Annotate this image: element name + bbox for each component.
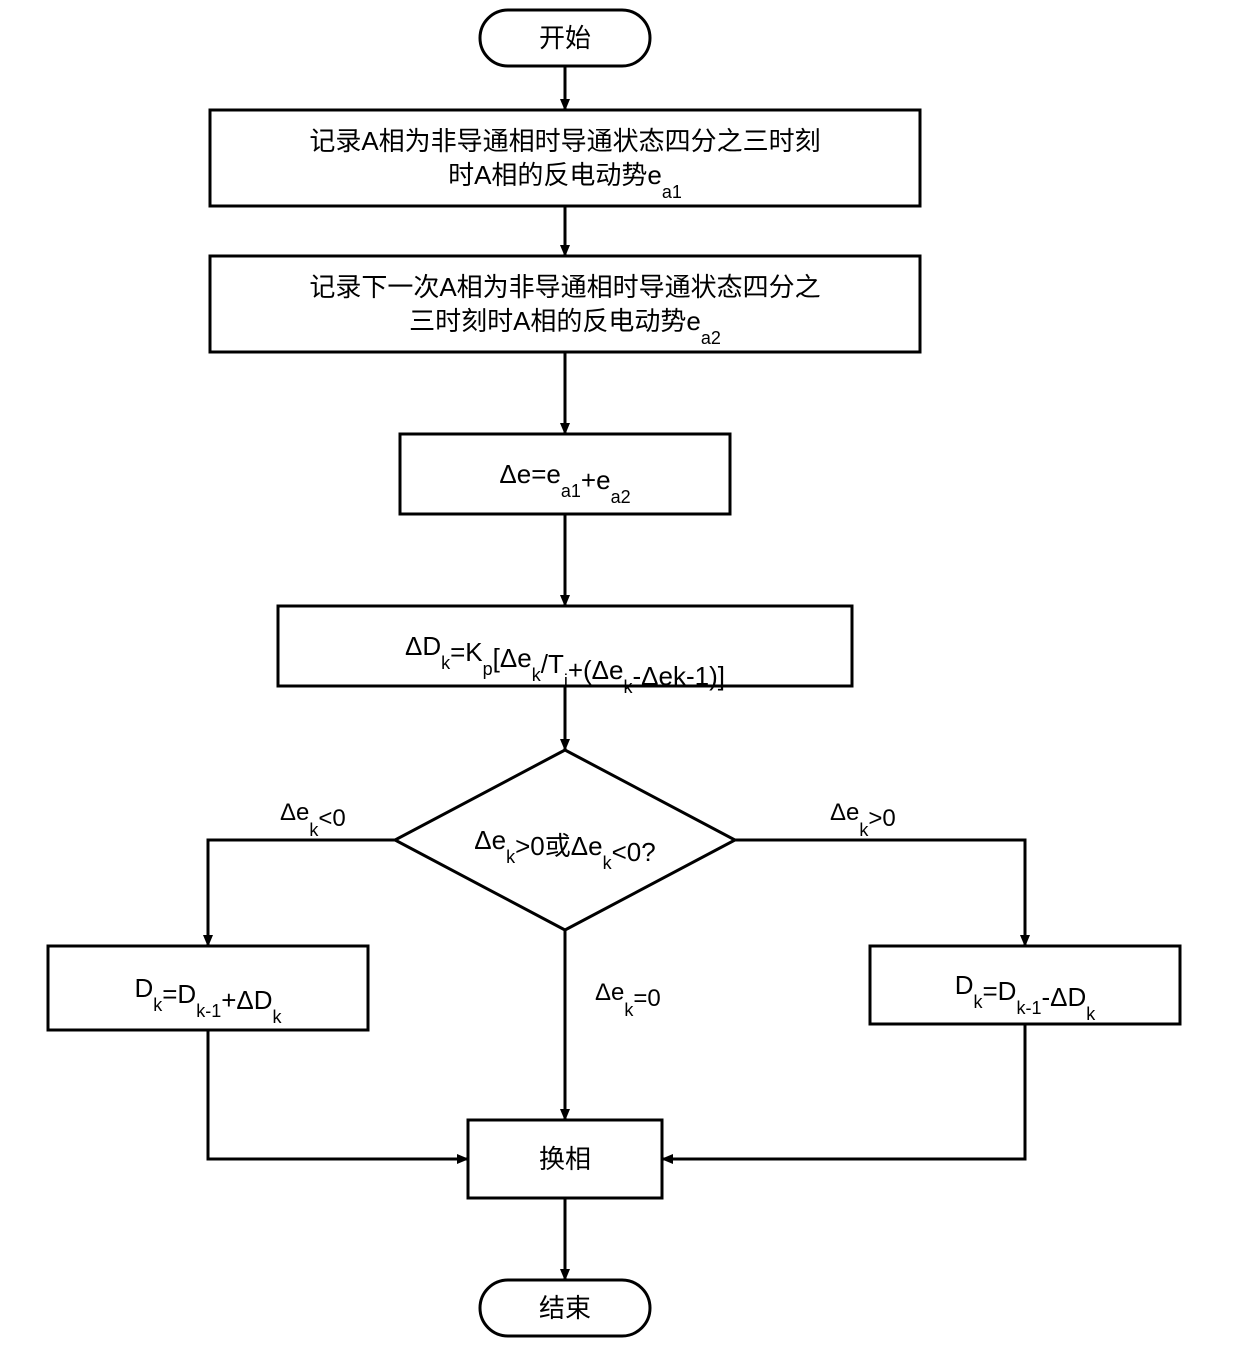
edge-decision-left_box [208, 840, 395, 946]
edge-right_box-commute [662, 1024, 1025, 1159]
node-commute: 换相 [468, 1120, 662, 1198]
edge-decision-right_box [735, 840, 1025, 946]
edge-label: Δek>0 [830, 799, 896, 840]
node-rec_ea1: 记录A相为非导通相时导通状态四分之三时刻时A相的反电动势ea1 [210, 110, 920, 206]
edge-left_box-commute [208, 1030, 468, 1159]
node-right_box: Dk=Dk-1-ΔDk [870, 946, 1180, 1024]
svg-text:结束: 结束 [539, 1293, 591, 1323]
node-delta_D: ΔDk=Kp[Δek/Ti+(Δek-Δek-1)] [278, 606, 852, 697]
svg-text:记录A相为非导通相时导通状态四分之三时刻: 记录A相为非导通相时导通状态四分之三时刻 [309, 126, 820, 156]
node-decision: Δek>0或Δek<0? [395, 750, 735, 930]
svg-text:换相: 换相 [539, 1144, 591, 1174]
edge-label: Δek<0 [280, 799, 346, 840]
svg-text:记录下一次A相为非导通相时导通状态四分之: 记录下一次A相为非导通相时导通状态四分之 [309, 272, 820, 302]
svg-text:开始: 开始 [539, 23, 591, 53]
node-rec_ea2: 记录下一次A相为非导通相时导通状态四分之三时刻时A相的反电动势ea2 [210, 256, 920, 352]
node-end: 结束 [480, 1280, 650, 1336]
node-start: 开始 [480, 10, 650, 66]
node-delta_e: Δe=ea1+ea2 [400, 434, 730, 514]
node-left_box: Dk=Dk-1+ΔDk [48, 946, 368, 1030]
edge-label: Δek=0 [595, 979, 661, 1020]
